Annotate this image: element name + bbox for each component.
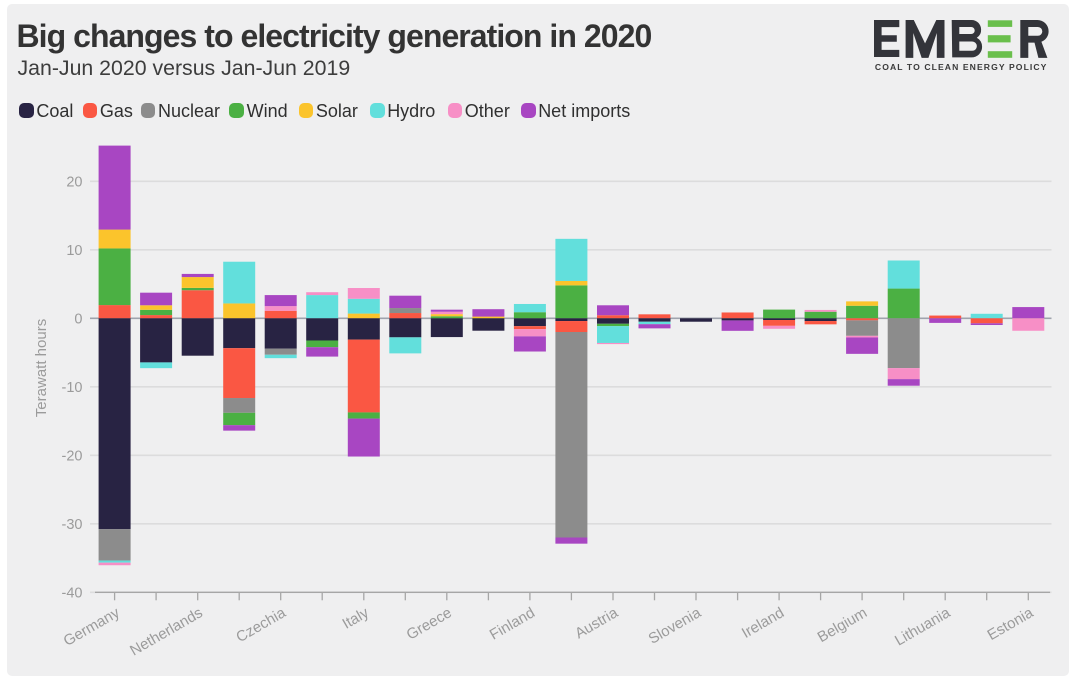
svg-text:Ireland: Ireland [739, 604, 787, 642]
svg-text:20: 20 [66, 174, 82, 190]
svg-text:10: 10 [66, 243, 82, 259]
svg-text:Italy: Italy [339, 604, 372, 633]
svg-text:Terawatt hours: Terawatt hours [33, 319, 50, 417]
svg-text:Greece: Greece [404, 604, 455, 643]
svg-text:Czechia: Czechia [233, 604, 289, 646]
svg-text:Belgium: Belgium [815, 604, 870, 646]
svg-text:Germany: Germany [61, 604, 123, 650]
svg-text:-10: -10 [62, 380, 83, 396]
svg-text:-30: -30 [62, 517, 83, 533]
svg-text:Slovenia: Slovenia [646, 604, 705, 648]
svg-text:Austria: Austria [572, 604, 621, 642]
svg-text:Lithuania: Lithuania [892, 604, 954, 649]
svg-text:-20: -20 [62, 448, 83, 464]
svg-text:COAL TO CLEAN ENERGY POLICY: COAL TO CLEAN ENERGY POLICY [875, 62, 1048, 72]
svg-text:Netherlands: Netherlands [127, 604, 206, 659]
svg-text:Estonia: Estonia [984, 604, 1036, 644]
svg-text:0: 0 [74, 311, 82, 327]
svg-text:Finland: Finland [487, 604, 538, 643]
svg-text:-40: -40 [62, 585, 83, 601]
